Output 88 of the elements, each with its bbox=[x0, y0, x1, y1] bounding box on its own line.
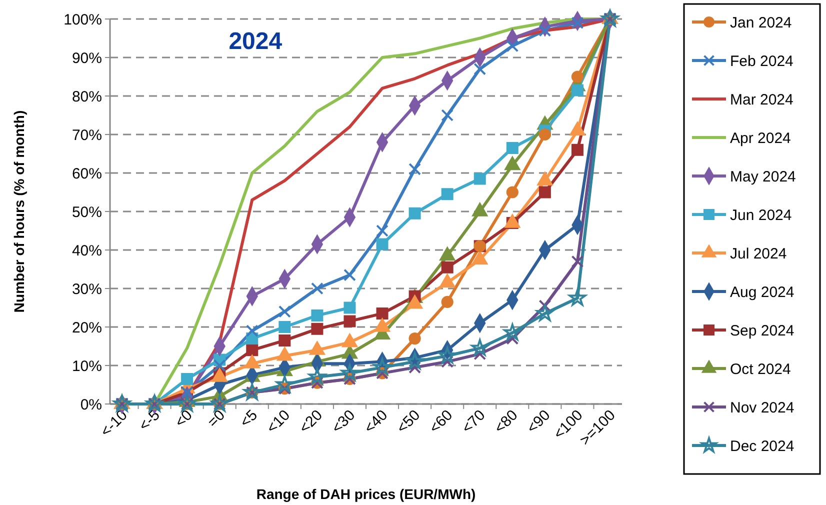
point bbox=[344, 315, 356, 328]
point bbox=[474, 172, 486, 185]
point bbox=[408, 361, 422, 374]
point bbox=[504, 324, 522, 340]
x-tick-label: <70 bbox=[458, 406, 489, 437]
y-tick-label: 10% bbox=[72, 358, 102, 375]
point bbox=[374, 358, 391, 375]
x-tick-label: <0 bbox=[172, 406, 196, 431]
point bbox=[376, 238, 388, 250]
point bbox=[441, 188, 454, 200]
x-tick-label: =0 bbox=[204, 406, 228, 431]
y-tick-label: 90% bbox=[72, 50, 102, 67]
x-tick-label: <50 bbox=[394, 406, 424, 437]
y-tick-label: 0% bbox=[80, 396, 102, 414]
point bbox=[278, 321, 291, 333]
y-tick-label: 50% bbox=[72, 204, 102, 221]
x-tick-label: <90 bbox=[524, 406, 554, 437]
chart-title: 2024 bbox=[228, 28, 283, 55]
point bbox=[310, 282, 324, 295]
legend-label: Apr 2024 bbox=[730, 130, 791, 147]
x-tick-label: <80 bbox=[491, 406, 522, 437]
point bbox=[571, 70, 584, 83]
legend-label: Jun 2024 bbox=[730, 206, 792, 224]
y-tick-label: 100% bbox=[64, 11, 102, 28]
point bbox=[441, 296, 454, 308]
point bbox=[571, 144, 584, 156]
point bbox=[538, 186, 551, 198]
y-tick-label: 40% bbox=[72, 242, 102, 260]
legend-label: Mar 2024 bbox=[730, 91, 794, 108]
point bbox=[278, 305, 291, 318]
x-tick-label: <5 bbox=[236, 406, 261, 431]
point bbox=[311, 309, 324, 322]
point bbox=[536, 304, 554, 322]
point bbox=[571, 84, 584, 96]
x-tick-label: <40 bbox=[361, 406, 392, 437]
y-tick-label: 70% bbox=[72, 126, 102, 144]
point bbox=[506, 142, 518, 154]
point bbox=[178, 394, 196, 412]
point bbox=[506, 332, 519, 345]
legend-label: Sep 2024 bbox=[730, 322, 794, 340]
point bbox=[311, 322, 324, 335]
legend-label: Oct 2024 bbox=[730, 360, 791, 378]
x-tick-label: <60 bbox=[426, 406, 456, 437]
point bbox=[213, 359, 226, 372]
point bbox=[146, 394, 164, 412]
x-tick-label: <30 bbox=[328, 406, 359, 437]
point bbox=[474, 348, 486, 360]
point bbox=[210, 394, 228, 412]
point bbox=[376, 224, 388, 237]
x-tick-label: <20 bbox=[296, 406, 326, 437]
point bbox=[113, 394, 131, 412]
point bbox=[441, 355, 454, 368]
legend-label: Feb 2024 bbox=[730, 52, 794, 70]
y-tick-label: 20% bbox=[72, 319, 102, 336]
point bbox=[538, 128, 551, 141]
point bbox=[571, 16, 584, 30]
point bbox=[601, 10, 619, 27]
point bbox=[408, 332, 421, 345]
x-tick-label: <-5 bbox=[136, 406, 164, 434]
point bbox=[408, 207, 421, 220]
point bbox=[246, 344, 258, 356]
point bbox=[181, 372, 194, 385]
legend-label: Jan 2024 bbox=[730, 14, 792, 32]
legend-label: May 2024 bbox=[730, 168, 796, 186]
point bbox=[571, 255, 584, 268]
y-tick-label: 80% bbox=[72, 88, 102, 106]
x-axis-title: Range of DAH prices (EUR/MWh) bbox=[256, 486, 476, 502]
point bbox=[344, 268, 356, 282]
y-axis-title: Number of hours (% of month) bbox=[11, 110, 27, 313]
point bbox=[506, 186, 518, 198]
point bbox=[538, 24, 552, 37]
point bbox=[278, 334, 291, 346]
legend-label: Jul 2024 bbox=[730, 245, 787, 262]
legend-label: Dec 2024 bbox=[730, 438, 794, 455]
point bbox=[474, 62, 486, 76]
point bbox=[376, 308, 388, 320]
legend-label: Aug 2024 bbox=[730, 284, 794, 301]
y-tick-label: 60% bbox=[72, 165, 102, 182]
point bbox=[408, 162, 422, 176]
point bbox=[246, 324, 258, 338]
x-tick-label: <10 bbox=[263, 406, 294, 437]
point bbox=[344, 302, 356, 314]
point bbox=[243, 383, 261, 400]
legend-label: Nov 2024 bbox=[730, 399, 794, 416]
y-tick-label: 30% bbox=[72, 280, 102, 298]
point bbox=[441, 261, 454, 274]
point bbox=[506, 40, 519, 52]
point bbox=[441, 109, 454, 122]
